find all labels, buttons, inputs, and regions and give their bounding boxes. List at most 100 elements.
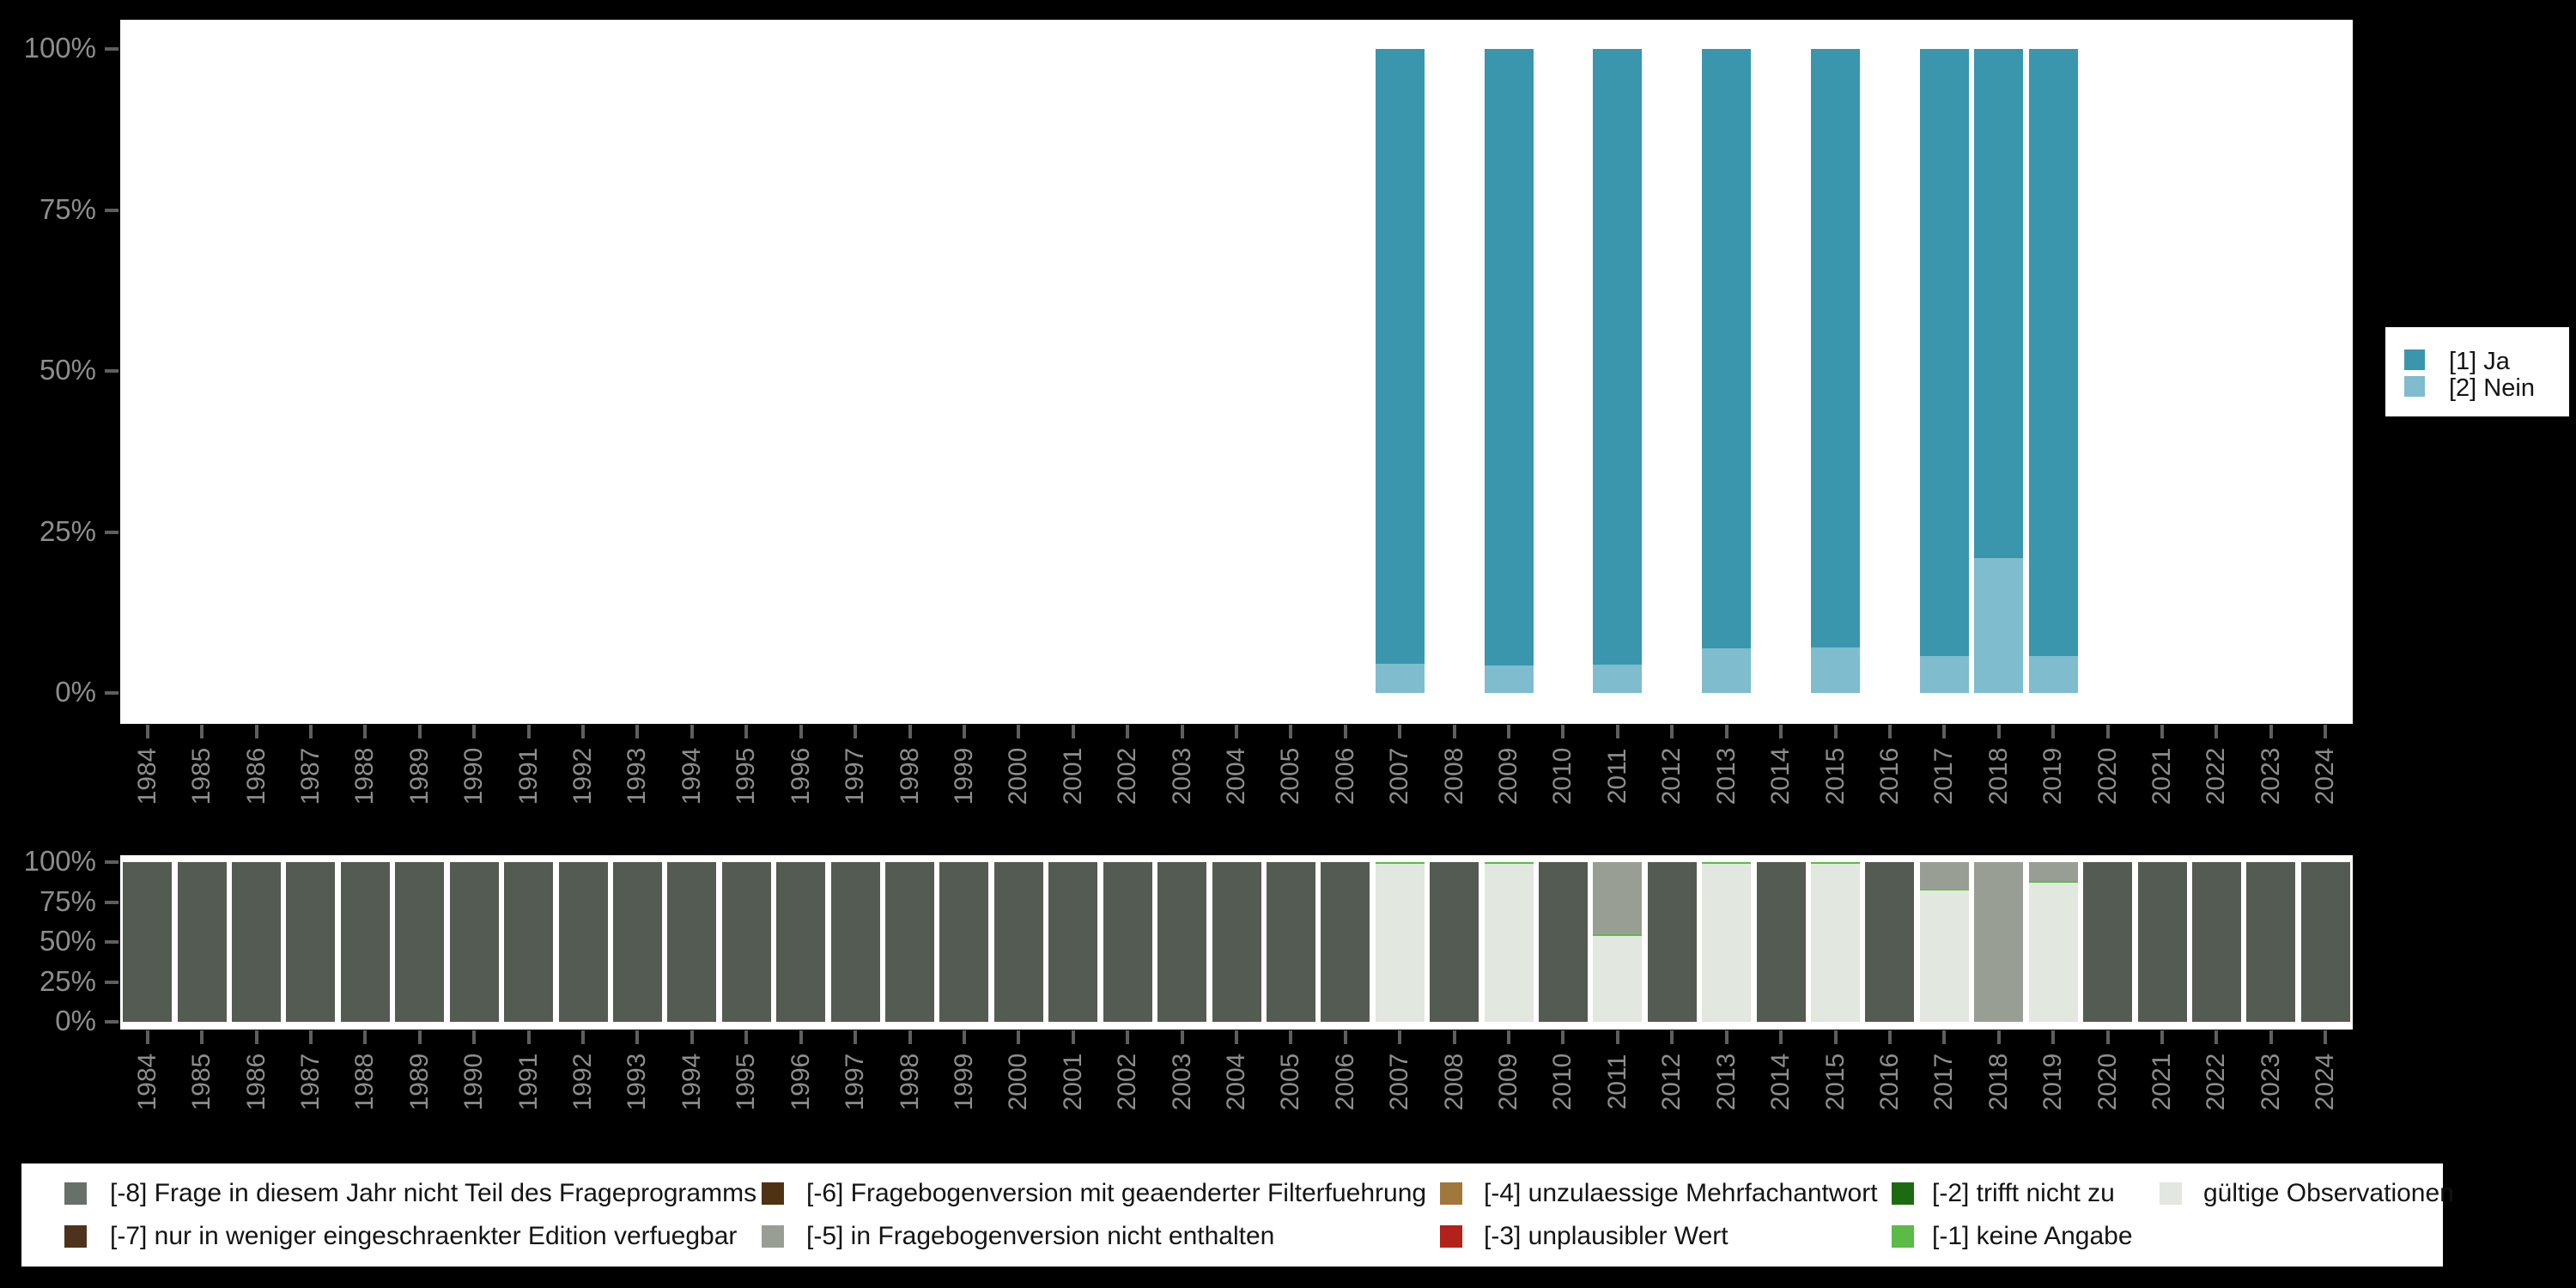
x-axis-tick (1561, 1030, 1564, 1044)
x-axis-tick (1779, 1030, 1783, 1044)
y-axis-tick (105, 531, 118, 534)
y-axis-tick (105, 1020, 118, 1024)
y-axis-label: 25% (0, 965, 96, 998)
x-axis-year-label: 2010 (1548, 1054, 1577, 1111)
missing-segment-2019 (2029, 883, 2078, 1022)
legend-label: [-5] in Fragebogenversion nicht enthalte… (806, 1222, 1274, 1251)
missing-segment-2004 (1212, 862, 1261, 1022)
x-axis-tick (581, 725, 585, 738)
x-axis-tick (854, 725, 857, 738)
x-axis-year-label: 1995 (732, 748, 761, 805)
x-axis-year-label: 2008 (1440, 1054, 1469, 1111)
x-axis-year-label: 1999 (950, 1054, 979, 1111)
missing-segment-2011 (1593, 862, 1642, 934)
x-axis-year-label: 2021 (2148, 1054, 2177, 1111)
bar-segment-nein-2015 (1811, 647, 1860, 693)
x-axis-tick (255, 725, 258, 738)
legend-swatch (64, 1225, 87, 1248)
x-axis-tick (1017, 725, 1020, 738)
x-axis-tick (1453, 725, 1456, 738)
missing-segment-1985 (178, 862, 227, 1022)
x-axis-year-label: 1994 (677, 748, 707, 805)
x-axis-tick (472, 1030, 476, 1044)
x-axis-year-label: 2019 (2038, 1054, 2068, 1111)
x-axis-tick (1997, 1030, 2001, 1044)
x-axis-tick (1888, 1030, 1892, 1044)
x-axis-year-label: 2000 (1004, 748, 1033, 805)
bar-segment-nein-2011 (1593, 665, 1642, 693)
x-axis-tick (1126, 1030, 1129, 1044)
legend-label: [-6] Fragebogenversion mit geaenderter F… (806, 1179, 1426, 1208)
missing-segment-2012 (1648, 862, 1697, 1022)
missing-segment-2019 (2029, 862, 2078, 881)
x-axis-year-label: 1993 (623, 1054, 652, 1111)
x-axis-year-label: 2000 (1004, 1054, 1033, 1111)
missing-segment-2006 (1321, 862, 1370, 1022)
x-axis-tick (1235, 725, 1238, 738)
legend-label: [-2] trifft nicht zu (1932, 1179, 2115, 1208)
x-axis-tick (963, 725, 966, 738)
x-axis-tick (418, 1030, 422, 1044)
y-axis-tick (105, 940, 118, 944)
x-axis-year-label: 2004 (1222, 1054, 1251, 1111)
x-axis-tick (1834, 725, 1838, 738)
legend-swatch (2160, 1182, 2182, 1205)
x-axis-tick (1725, 725, 1728, 738)
legend-item: [-4] unzulaessige Mehrfachantwort (1440, 1182, 1878, 1205)
y-axis-label: 0% (0, 1005, 96, 1037)
x-axis-tick (527, 1030, 531, 1044)
missing-segment-1998 (885, 862, 934, 1022)
x-axis-year-label: 2011 (1603, 1054, 1632, 1110)
x-axis-year-label: 1989 (405, 748, 434, 805)
x-axis-year-label: 1990 (459, 748, 489, 805)
missing-segment-2024 (2301, 862, 2350, 1022)
x-axis-tick (1017, 1030, 1020, 1044)
missing-segment-2005 (1267, 862, 1315, 1022)
x-axis-year-label: 2020 (2093, 748, 2123, 805)
missing-segment-1994 (667, 862, 716, 1022)
missing-segment-2002 (1103, 862, 1152, 1022)
missing-segment-1989 (395, 862, 444, 1022)
missing-segment-2008 (1430, 862, 1479, 1022)
y-axis-tick (105, 981, 118, 984)
missing-segment-1997 (831, 862, 880, 1022)
x-axis-year-label: 2006 (1331, 748, 1360, 805)
x-axis-year-label: 2024 (2311, 1054, 2340, 1111)
missing-segment-2010 (1539, 862, 1588, 1022)
x-axis-year-label: 2023 (2257, 1054, 2286, 1111)
x-axis-year-label: 1997 (841, 748, 870, 805)
y-axis-label: 75% (0, 193, 96, 226)
y-axis-label: 50% (0, 354, 96, 386)
legend-item: [-7] nur in weniger eingeschraenkter Edi… (64, 1225, 737, 1248)
x-axis-tick (799, 1030, 803, 1044)
x-axis-year-label: 2009 (1494, 748, 1523, 805)
x-axis-year-label: 2005 (1276, 1054, 1305, 1111)
x-axis-year-label: 2022 (2202, 1054, 2231, 1111)
legend-swatch (762, 1225, 784, 1248)
x-axis-year-label: 1993 (623, 748, 652, 805)
x-axis-tick (2051, 1030, 2055, 1044)
x-axis-year-label: 2014 (1766, 1054, 1795, 1111)
x-axis-tick (146, 1030, 149, 1044)
x-axis-year-label: 1992 (568, 748, 598, 805)
missing-segment-1992 (559, 862, 608, 1022)
bar-segment-ja-2018 (1974, 49, 2023, 558)
legend-label: gültige Observationen (2203, 1179, 2454, 1208)
x-axis-year-label: 2005 (1276, 748, 1305, 805)
x-axis-tick (908, 1030, 912, 1044)
missing-segment-2022 (2192, 862, 2241, 1022)
bar-segment-ja-2017 (1920, 49, 1969, 656)
x-axis-year-label: 1985 (187, 1054, 216, 1111)
missing-segment-1996 (776, 862, 825, 1022)
missing-segment-2014 (1757, 862, 1806, 1022)
missing-segment-2021 (2138, 862, 2187, 1022)
missing-segment-2003 (1157, 862, 1206, 1022)
x-axis-year-label: 1988 (350, 748, 380, 805)
missing-segment-2017 (1920, 862, 1969, 890)
x-axis-year-label: 2001 (1059, 1054, 1088, 1111)
x-axis-year-label: 1998 (896, 748, 925, 805)
x-axis-tick (1507, 1030, 1510, 1044)
x-axis-tick (1561, 725, 1564, 738)
missing-segment-1988 (341, 862, 390, 1022)
x-axis-year-label: 2024 (2311, 748, 2340, 805)
